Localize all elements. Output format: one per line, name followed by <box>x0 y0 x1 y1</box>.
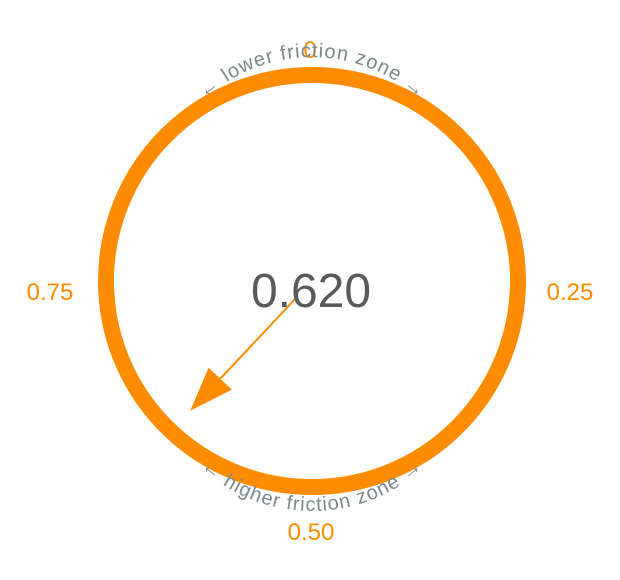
tick-label-0-50: 0.50 <box>288 519 335 546</box>
value-readout: 0.620 <box>251 265 371 318</box>
tick-label-0-75: 0.75 <box>27 279 74 306</box>
tick-label-0-25: 0.25 <box>547 279 594 306</box>
